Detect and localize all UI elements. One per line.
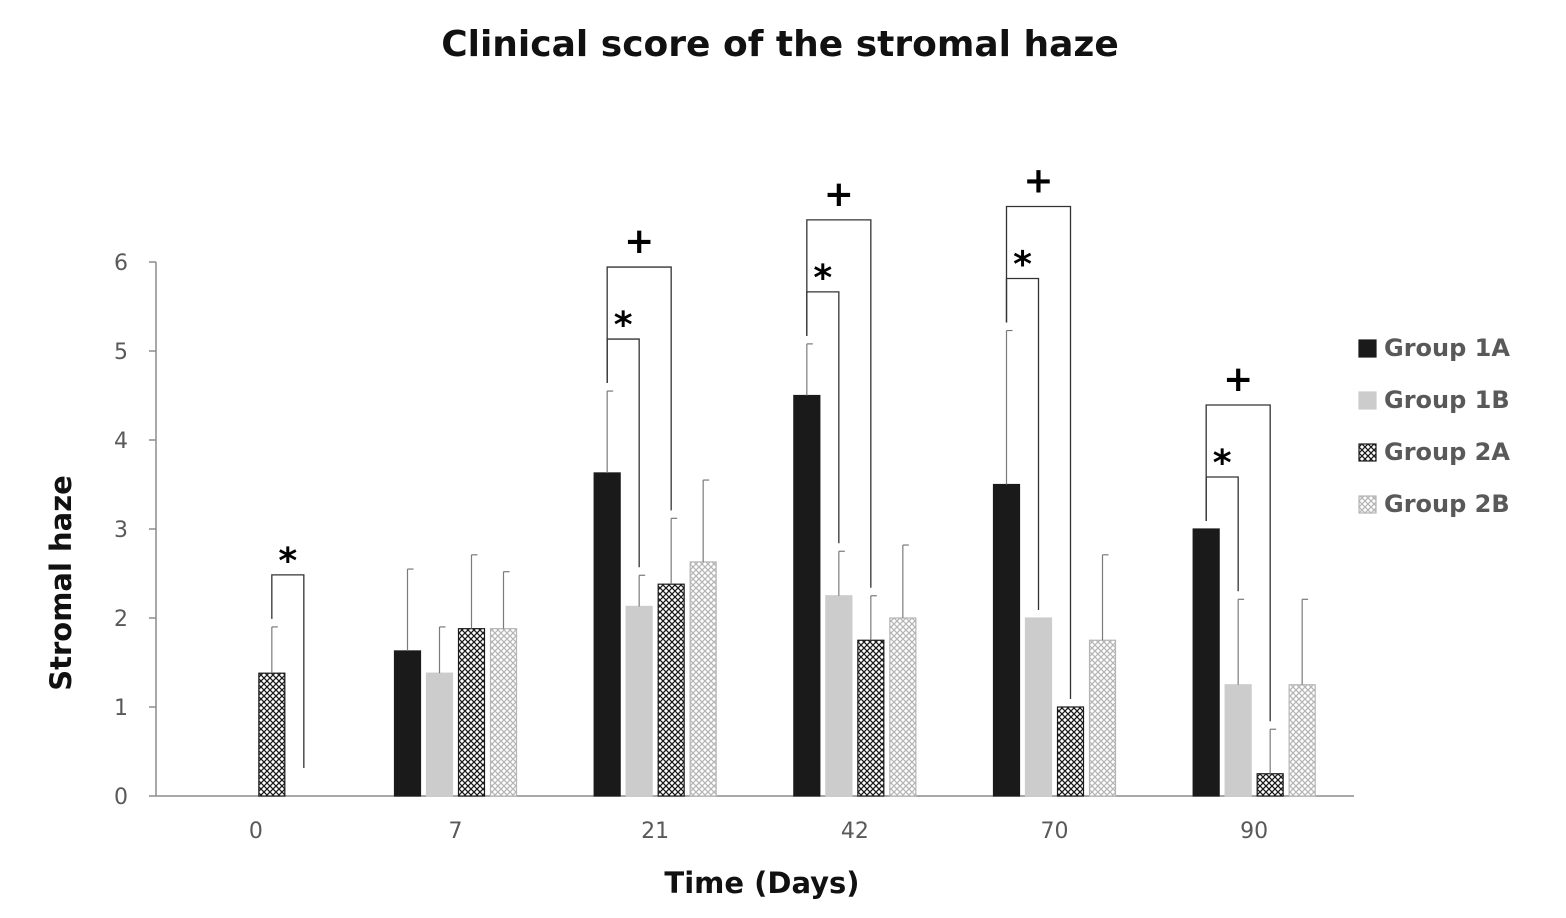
x-axis-title: Time (Days)	[664, 866, 859, 900]
significance-bracket	[1005, 205, 1072, 699]
significance-plus: +	[824, 174, 854, 215]
significance-plus: +	[624, 221, 654, 262]
chart-title: Clinical score of the stromal haze	[441, 24, 1119, 65]
bar	[825, 595, 853, 797]
y-axis-title: Stromal haze	[44, 475, 78, 691]
legend-label: Group 2B	[1384, 490, 1510, 518]
bar	[1024, 617, 1053, 797]
legend: Group 1A Group 1B Group 2A Group 2B	[1358, 334, 1510, 518]
x-tick-label: 7	[449, 819, 463, 844]
y-tick-label: 1	[114, 696, 128, 721]
y-tick-label: 5	[114, 340, 128, 365]
bar	[1056, 706, 1085, 797]
significance-bracket	[806, 219, 872, 588]
bar	[489, 628, 518, 797]
bar	[258, 672, 286, 797]
y-axis: 0 1 2 3 4 5 6	[114, 251, 157, 810]
legend-label: Group 1A	[1384, 334, 1510, 362]
bar	[425, 672, 454, 797]
significance-star: *	[1213, 443, 1232, 484]
bar	[689, 561, 717, 797]
y-tick-label: 2	[114, 607, 128, 632]
significance-bracket	[1205, 404, 1271, 722]
bars-layer	[258, 394, 1316, 797]
significance-bracket	[271, 574, 305, 768]
significance-star: *	[614, 305, 633, 346]
significance-star: *	[278, 541, 297, 582]
bar	[1288, 684, 1316, 797]
significance-star: *	[813, 258, 832, 299]
bar	[1256, 773, 1284, 797]
significance-bracket	[606, 266, 672, 511]
x-tick-label: 0	[249, 819, 263, 844]
x-tick-label: 70	[1041, 819, 1069, 844]
legend-swatch	[1358, 391, 1377, 410]
x-tick-label: 21	[641, 819, 669, 844]
legend-swatch	[1358, 339, 1377, 358]
bar	[793, 394, 821, 797]
x-axis: 0 7 21 42 70 90	[156, 795, 1354, 844]
y-tick-label: 6	[114, 251, 128, 276]
x-tick-label: 90	[1240, 819, 1268, 844]
significance-plus: +	[1223, 359, 1253, 400]
legend-label: Group 1B	[1384, 386, 1510, 414]
significance-star: *	[1013, 245, 1032, 286]
bar	[657, 583, 685, 797]
bar	[992, 483, 1021, 797]
bar	[393, 650, 422, 797]
bar	[625, 605, 653, 797]
legend-label: Group 2A	[1384, 438, 1510, 466]
bar	[457, 628, 486, 797]
significance-annotations: * * + * + * + * +	[271, 161, 1271, 768]
bar	[857, 639, 885, 797]
bar	[1224, 684, 1252, 797]
bar	[1192, 528, 1220, 797]
significance-plus: +	[1023, 161, 1053, 202]
legend-swatch	[1358, 443, 1377, 462]
bar	[593, 472, 621, 797]
bar	[1088, 639, 1117, 797]
x-tick-label: 42	[841, 819, 869, 844]
y-tick-label: 3	[114, 518, 128, 543]
y-tick-label: 0	[114, 785, 128, 810]
bar	[889, 617, 917, 797]
legend-swatch	[1358, 495, 1377, 514]
y-tick-label: 4	[114, 429, 128, 454]
error-bars-layer	[271, 329, 1309, 774]
